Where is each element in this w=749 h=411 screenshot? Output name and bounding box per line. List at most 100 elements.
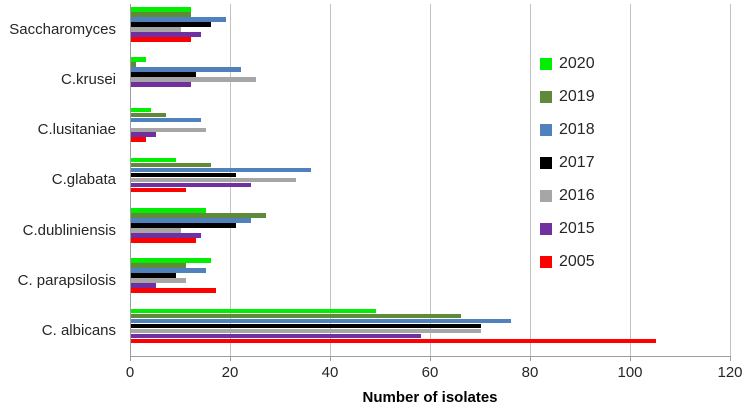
legend-swatch-2015: [540, 222, 552, 235]
bar-2015: [131, 31, 201, 37]
bar-2019: [131, 62, 136, 67]
bar-group-saccharomyces: [131, 4, 731, 54]
bar-2019: [131, 263, 186, 268]
x-tick-label: 0: [125, 364, 135, 381]
category-label: Saccharomyces: [9, 20, 116, 38]
bar-2019: [131, 313, 461, 319]
x-tick-mark: [130, 357, 131, 361]
legend-swatch-2017: [540, 156, 552, 169]
x-tick-mark: [430, 357, 431, 361]
x-tick-label: 60: [421, 364, 439, 381]
bar-2018: [131, 268, 206, 273]
bar-2017: [131, 223, 236, 228]
bar-2016: [131, 26, 181, 32]
legend-label: 2017: [559, 153, 595, 171]
category-axis: Saccharomyces C.krusei C.lusitaniae C.glaba…: [0, 4, 122, 356]
gridline-120: [730, 4, 731, 356]
legend-entry-2020: 2020: [540, 47, 595, 80]
bar-2017: [131, 273, 176, 278]
legend: 2020 2019 2018 2017 2016 2015 2005: [540, 47, 595, 278]
bar-2005: [131, 137, 146, 143]
bar-2018: [131, 318, 511, 324]
bar-2016: [131, 127, 206, 133]
bar-2019: [131, 11, 191, 17]
legend-label: 2016: [559, 186, 595, 204]
bar-2016: [131, 177, 296, 183]
category-label: C. parapsilosis: [17, 272, 116, 290]
legend-entry-2016: 2016: [540, 179, 595, 212]
bar-2019: [131, 213, 266, 218]
gridline-100: [630, 4, 631, 356]
legend-swatch-2005: [540, 255, 552, 268]
x-tick-label: 100: [617, 364, 643, 381]
bar-2017: [131, 21, 211, 27]
x-tick-mark: [330, 357, 331, 361]
legend-label: 2015: [559, 219, 595, 237]
x-tick-mark: [730, 357, 731, 361]
x-tick-label: 120: [717, 364, 743, 381]
bar-2005: [131, 187, 186, 193]
x-tick-mark: [230, 357, 231, 361]
legend-label: 2018: [559, 120, 595, 138]
bar-2015: [131, 82, 191, 87]
legend-entry-2015: 2015: [540, 212, 595, 245]
bar-2005: [131, 238, 196, 243]
category-label: C. albicans: [41, 322, 116, 340]
bar-2018: [131, 167, 311, 173]
category-label: C.dubliniensis: [22, 221, 116, 239]
bar-2018: [131, 218, 251, 223]
bar-2020: [131, 258, 211, 263]
bar-group-c-krusei: [131, 54, 731, 104]
bar-2005: [131, 36, 191, 42]
bar-2015: [131, 132, 156, 138]
legend-swatch-2020: [540, 57, 552, 70]
category-label: C.glabata: [51, 171, 116, 189]
bar-2018: [131, 67, 241, 72]
bar-2005: [131, 338, 656, 344]
bar-2015: [131, 333, 421, 339]
bar-group-c-parapsilosis: [131, 255, 731, 305]
legend-swatch-2018: [540, 123, 552, 136]
category-label: C.lusitaniae: [37, 121, 116, 139]
bar-2016: [131, 278, 186, 283]
bar-2015: [131, 283, 156, 288]
bar-group-c-lusitaniae: [131, 105, 731, 155]
gridline-40: [330, 4, 331, 356]
legend-entry-2019: 2019: [540, 80, 595, 113]
x-tick-label: 40: [321, 364, 339, 381]
x-tick-label: 80: [521, 364, 539, 381]
bar-2016: [131, 77, 256, 82]
legend-swatch-2019: [540, 90, 552, 103]
x-tick-mark: [530, 357, 531, 361]
legend-label: 2019: [559, 87, 595, 105]
category-label: C.krusei: [60, 70, 116, 88]
bar-2017: [131, 323, 481, 329]
plot-area: [130, 4, 731, 357]
bar-2017: [131, 172, 236, 178]
x-axis-title: Number of isolates: [362, 389, 498, 406]
x-tick-label: 20: [221, 364, 239, 381]
bar-2019: [131, 112, 166, 118]
bar-2018: [131, 16, 226, 22]
bar-2020: [131, 7, 191, 12]
bar-group-c-dubliniensis: [131, 205, 731, 255]
bar-2016: [131, 328, 481, 334]
legend-swatch-2016: [540, 189, 552, 202]
gridline-60: [430, 4, 431, 356]
bar-2018: [131, 117, 201, 123]
legend-label: 2005: [559, 252, 595, 270]
bar-group-c-albicans: [131, 306, 731, 356]
bar-2020: [131, 107, 151, 113]
bar-2020: [131, 308, 376, 314]
bar-2020: [131, 157, 176, 163]
x-tick-mark: [630, 357, 631, 361]
legend-label: 2020: [559, 54, 595, 72]
legend-entry-2005: 2005: [540, 245, 595, 278]
bar-2015: [131, 233, 201, 238]
bar-2016: [131, 228, 181, 233]
legend-entry-2018: 2018: [540, 113, 595, 146]
bar-2017: [131, 72, 196, 77]
bar-2019: [131, 162, 211, 168]
bar-2005: [131, 288, 216, 293]
